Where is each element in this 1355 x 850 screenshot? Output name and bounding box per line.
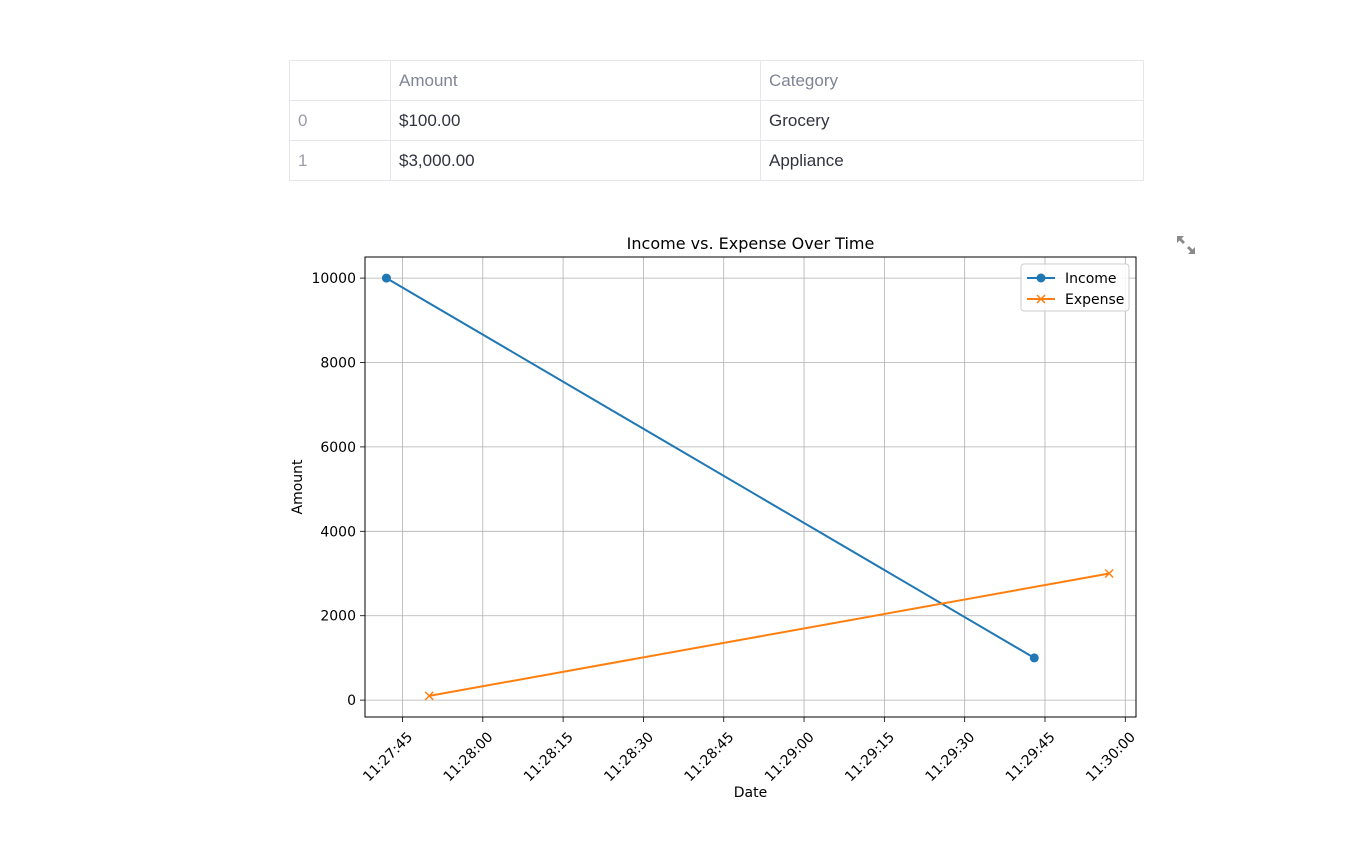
x-tick-label: 11:27:45 bbox=[360, 729, 416, 785]
row-index[interactable]: 0 bbox=[289, 100, 391, 141]
x-tick-label: 11:29:15 bbox=[842, 729, 898, 785]
y-tick-label: 0 bbox=[347, 693, 356, 709]
ticks: 11:27:45 11:28:00 11:28:15 11:28:30 11:28:45… bbox=[311, 271, 1138, 785]
legend-marker-income bbox=[1036, 273, 1046, 283]
x-tick-label: 11:29:00 bbox=[762, 729, 818, 785]
legend-label-income: Income bbox=[1065, 271, 1117, 287]
x-tick-label: 11:28:30 bbox=[601, 729, 657, 785]
x-axis-label: Date bbox=[734, 785, 767, 801]
expense-point bbox=[424, 691, 434, 701]
x-tick-label: 11:30:00 bbox=[1083, 729, 1139, 785]
y-axis-label: Amount bbox=[290, 459, 306, 515]
y-tick-label: 6000 bbox=[320, 440, 356, 456]
x-tick-label: 11:28:45 bbox=[682, 729, 738, 785]
y-tick-label: 8000 bbox=[320, 356, 356, 372]
legend-marker-expense bbox=[1036, 294, 1046, 304]
row-index[interactable]: 1 bbox=[289, 140, 391, 181]
fullscreen-button[interactable] bbox=[1175, 234, 1197, 256]
legend-label-expense: Expense bbox=[1065, 292, 1124, 308]
amount-header[interactable]: Amount bbox=[390, 60, 761, 101]
chart-title: Income vs. Expense Over Time bbox=[627, 234, 875, 253]
data-table: Amount Category 0 $100.00 Grocery 1 $3,0… bbox=[289, 60, 1144, 181]
y-tick-label: 2000 bbox=[320, 609, 356, 625]
x-tick-label: 11:28:15 bbox=[521, 729, 577, 785]
legend: Income Expense bbox=[1020, 263, 1130, 312]
table-row: 1 $3,000.00 Appliance bbox=[289, 140, 1144, 181]
plot-frame bbox=[364, 256, 1137, 718]
amount-cell[interactable]: $3,000.00 bbox=[390, 140, 761, 181]
expand-icon bbox=[1177, 236, 1195, 254]
x-tick-label: 11:29:45 bbox=[1003, 729, 1059, 785]
category-header[interactable]: Category bbox=[760, 60, 1144, 101]
x-tick-label: 11:29:30 bbox=[922, 729, 978, 785]
category-cell[interactable]: Appliance bbox=[760, 140, 1144, 181]
table-header-row: Amount Category bbox=[289, 60, 1144, 101]
series bbox=[381, 273, 1114, 701]
grid bbox=[365, 257, 1136, 717]
dataframe[interactable]: Amount Category 0 $100.00 Grocery 1 $3,0… bbox=[289, 60, 1144, 181]
income-point bbox=[1029, 653, 1039, 663]
x-tick-label: 11:28:00 bbox=[441, 729, 497, 785]
expense-point bbox=[1104, 568, 1114, 579]
line-chart: 11:27:45 11:28:00 11:28:15 11:28:30 11:28:45… bbox=[290, 234, 1139, 801]
income-line bbox=[385, 277, 1035, 659]
y-tick-label: 4000 bbox=[320, 524, 356, 540]
income-point bbox=[381, 273, 391, 283]
index-header[interactable] bbox=[289, 60, 391, 101]
category-cell[interactable]: Grocery bbox=[760, 100, 1144, 141]
amount-cell[interactable]: $100.00 bbox=[390, 100, 761, 141]
table-row: 0 $100.00 Grocery bbox=[289, 100, 1144, 141]
expense-line bbox=[429, 572, 1110, 697]
y-tick-label: 10000 bbox=[311, 271, 356, 287]
